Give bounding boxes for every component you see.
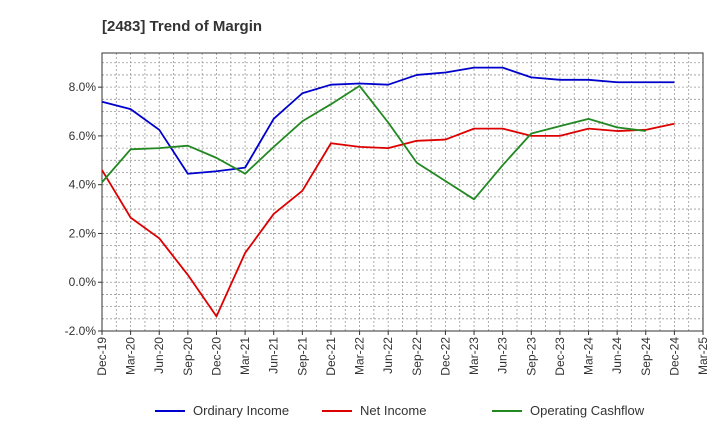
x-tick-label: Dec-23 [553, 337, 567, 376]
y-tick-label: 0.0% [69, 275, 97, 289]
series-line-ordinary-income [101, 66, 675, 175]
legend-label-operating-cashflow: Operating Cashflow [530, 403, 645, 418]
series-line-operating-cashflow [101, 85, 646, 201]
x-tick-label: Dec-19 [95, 337, 109, 376]
x-tick-label: Jun-21 [267, 337, 281, 374]
x-tick-label: Mar-23 [467, 337, 481, 375]
y-tick-label: -2.0% [65, 324, 97, 338]
x-tick-label: Jun-23 [496, 337, 510, 374]
plot-frame [101, 52, 704, 332]
x-tick-label: Dec-20 [209, 337, 223, 376]
x-tick-label: Dec-22 [438, 337, 452, 376]
x-tick-label: Mar-25 [696, 337, 710, 375]
y-tick-label: 8.0% [69, 80, 97, 94]
x-tick-label: Jun-24 [610, 337, 624, 374]
legend-label-net-income: Net Income [360, 403, 426, 418]
x-tick-label: Mar-21 [238, 337, 252, 375]
x-tick-label: Sep-24 [639, 337, 653, 376]
x-tick-label: Sep-22 [410, 337, 424, 376]
x-tick-label: Mar-22 [353, 337, 367, 375]
y-tick-label: 4.0% [69, 178, 97, 192]
x-tick-label: Mar-20 [124, 337, 138, 375]
series-lines [101, 66, 675, 318]
y-tick-label: 2.0% [69, 226, 97, 240]
x-tick-label: Jun-20 [152, 337, 166, 374]
x-tick-label: Sep-23 [524, 337, 538, 376]
x-tick-label: Dec-21 [324, 337, 338, 376]
series-line-net-income [101, 122, 675, 318]
x-tick-label: Mar-24 [582, 337, 596, 375]
legend-label-ordinary-income: Ordinary Income [193, 403, 289, 418]
x-tick-label: Dec-24 [667, 337, 681, 376]
y-tick-label: 6.0% [69, 129, 97, 143]
grid [101, 53, 703, 332]
x-tick-label: Sep-20 [181, 337, 195, 376]
axes: -2.0% 0.0% 2.0% 4.0% 6.0% 8.0% Dec-19 Mar-20 Jun… [65, 52, 710, 376]
legend: Ordinary Income Net Income Operating Cashf… [155, 403, 645, 418]
chart-title: [2483] Trend of Margin [102, 18, 262, 35]
x-tick-label: Sep-21 [295, 337, 309, 376]
x-tick-label: Jun-22 [381, 337, 395, 374]
